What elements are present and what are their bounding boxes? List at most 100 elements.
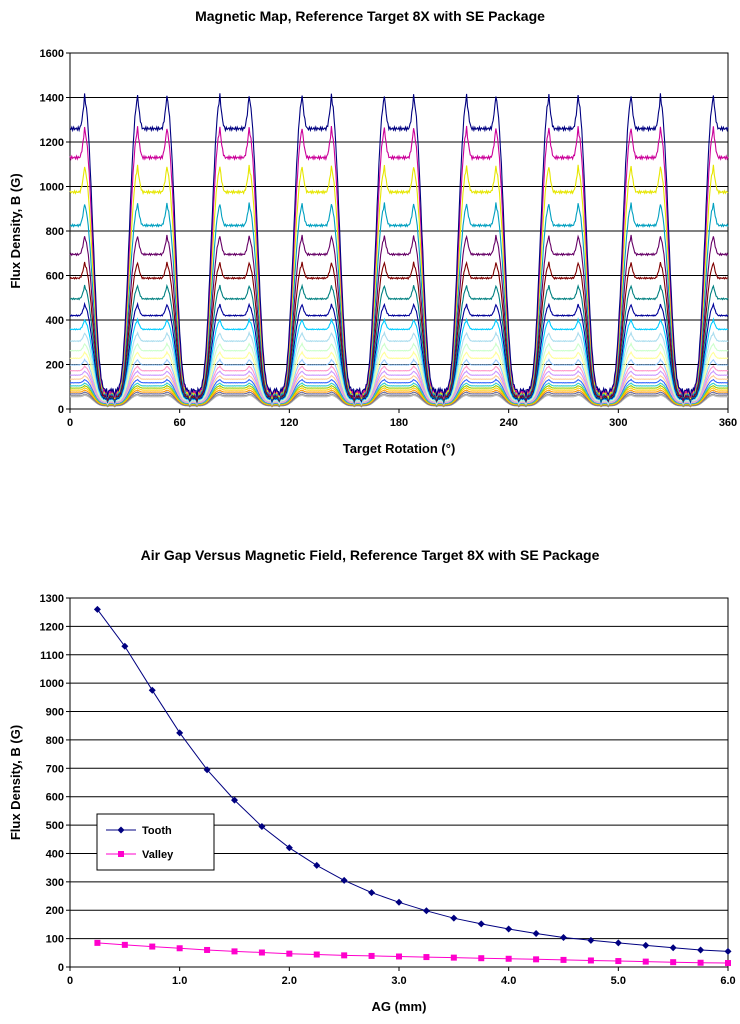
x-tick-label: 180 bbox=[390, 417, 408, 429]
map-series-line bbox=[69, 330, 729, 405]
y-tick-label: 300 bbox=[46, 877, 64, 889]
valley-point bbox=[149, 943, 156, 950]
map-series-line bbox=[69, 164, 729, 400]
x-tick-label: 0 bbox=[67, 417, 73, 429]
map-series-line bbox=[69, 93, 729, 398]
valley-point bbox=[258, 949, 265, 956]
map-series-line bbox=[69, 391, 728, 408]
legend-swatch-marker bbox=[117, 826, 125, 834]
y-tick-label: 1000 bbox=[40, 182, 64, 194]
tooth-point bbox=[313, 861, 321, 869]
tooth-point bbox=[505, 925, 513, 933]
valley-point bbox=[670, 959, 677, 966]
tooth-point bbox=[560, 933, 567, 941]
map-series-line bbox=[69, 386, 729, 407]
tooth-point bbox=[532, 930, 540, 938]
y-tick-label: 1200 bbox=[40, 137, 64, 149]
map-series-line bbox=[69, 317, 729, 405]
tooth-point bbox=[148, 686, 156, 694]
valley-point bbox=[615, 958, 622, 965]
tooth-point bbox=[697, 946, 705, 954]
valley-point bbox=[642, 958, 649, 965]
chart-2-title: Air Gap Versus Magnetic Field, Reference… bbox=[140, 547, 600, 563]
valley-point bbox=[423, 954, 430, 961]
legend-label-tooth: Tooth bbox=[142, 825, 172, 837]
x-tick-label: 240 bbox=[499, 417, 517, 429]
valley-point bbox=[533, 956, 540, 963]
tooth-point bbox=[93, 605, 101, 613]
y-tick-label: 900 bbox=[46, 707, 64, 719]
x-axis-title: AG (mm) bbox=[372, 999, 427, 1014]
map-series-line bbox=[69, 382, 729, 407]
map-series-line bbox=[69, 369, 729, 406]
y-tick-label: 1600 bbox=[40, 48, 64, 60]
tooth-point bbox=[176, 729, 184, 737]
map-series-line bbox=[69, 260, 729, 403]
valley-point bbox=[587, 957, 594, 964]
plot-area bbox=[69, 597, 729, 968]
tooth-line bbox=[96, 609, 729, 952]
valley-point bbox=[725, 960, 731, 967]
tooth-point bbox=[724, 947, 732, 955]
y-tick-label: 600 bbox=[46, 271, 64, 283]
map-series-line bbox=[69, 364, 729, 406]
y-tick-label: 0 bbox=[58, 962, 64, 974]
y-axis-title: Flux Density, B (G) bbox=[8, 725, 23, 840]
map-series-line bbox=[69, 125, 729, 399]
chart-1-title: Magnetic Map, Reference Target 8X with S… bbox=[195, 8, 545, 24]
tooth-point bbox=[422, 907, 430, 915]
y-tick-label: 1400 bbox=[40, 93, 64, 105]
tooth-point bbox=[203, 766, 211, 774]
tooth-point bbox=[395, 898, 403, 906]
tooth-point bbox=[450, 914, 458, 922]
y-tick-label: 700 bbox=[46, 763, 64, 775]
tooth-point bbox=[368, 889, 376, 897]
tooth-point bbox=[258, 822, 266, 830]
legend-box bbox=[96, 813, 215, 871]
tooth-point bbox=[614, 939, 622, 947]
valley-line bbox=[97, 942, 729, 964]
y-tick-label: 100 bbox=[46, 934, 64, 946]
x-tick-label: 5.0 bbox=[611, 975, 626, 987]
x-tick-label: 60 bbox=[174, 417, 186, 429]
y-tick-label: 1200 bbox=[40, 621, 64, 633]
y-tick-label: 800 bbox=[46, 226, 64, 238]
valley-point bbox=[286, 950, 293, 957]
x-tick-label: 6.0 bbox=[720, 975, 735, 987]
tooth-point bbox=[642, 941, 650, 949]
y-tick-label: 600 bbox=[46, 792, 64, 804]
valley-point bbox=[94, 939, 101, 946]
map-series-line bbox=[69, 350, 729, 406]
y-tick-label: 400 bbox=[46, 848, 64, 860]
y-tick-label: 1300 bbox=[40, 593, 64, 605]
map-series-line bbox=[69, 374, 729, 406]
valley-point bbox=[121, 941, 128, 948]
y-tick-label: 200 bbox=[46, 905, 64, 917]
valley-point bbox=[560, 956, 567, 963]
valley-point bbox=[505, 955, 512, 962]
map-series-line bbox=[69, 393, 729, 408]
valley-point bbox=[450, 954, 457, 961]
legend: Tooth Valley bbox=[96, 813, 215, 871]
tooth-point bbox=[121, 642, 129, 650]
map-series-line bbox=[69, 389, 729, 408]
y-tick-label: 400 bbox=[46, 315, 64, 327]
tooth-point bbox=[477, 920, 485, 928]
y-axis-title: Flux Density, B (G) bbox=[8, 173, 23, 288]
valley-point bbox=[341, 952, 348, 959]
air-gap-chart: 0 100 200 300 400 500 600 700 800 900 1000 1100 1200… bbox=[8, 593, 736, 1014]
legend-label-valley: Valley bbox=[142, 849, 174, 861]
y-tick-label: 1100 bbox=[40, 650, 64, 662]
map-series-line bbox=[69, 358, 729, 406]
valley-point bbox=[204, 946, 211, 953]
y-tick-label: 1000 bbox=[40, 678, 64, 690]
magnetic-map-chart: 0 200 400 600 800 1000 1200 1400 1600 0 60 120 180 24… bbox=[8, 48, 737, 456]
x-tick-label: 0 bbox=[67, 975, 73, 987]
legend-swatch-marker bbox=[118, 851, 124, 857]
tooth-point bbox=[669, 944, 677, 952]
map-series-line bbox=[69, 394, 729, 408]
y-tick-label: 0 bbox=[58, 404, 64, 416]
map-series-line bbox=[69, 384, 729, 407]
tooth-point bbox=[285, 844, 293, 852]
x-tick-label: 360 bbox=[719, 417, 737, 429]
